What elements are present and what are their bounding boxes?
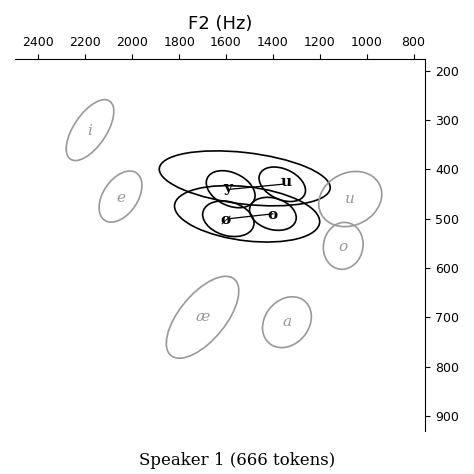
Text: e: e [116,191,125,205]
Text: o: o [338,240,348,255]
Text: Speaker 1 (666 tokens): Speaker 1 (666 tokens) [139,452,335,469]
Text: u: u [346,192,355,206]
X-axis label: F2 (Hz): F2 (Hz) [188,15,252,33]
Text: u: u [280,175,292,189]
Text: o: o [268,208,278,222]
Text: i: i [88,124,92,138]
Text: y: y [223,181,232,195]
Text: ø: ø [221,213,231,227]
Text: æ: æ [195,310,210,324]
Text: a: a [283,315,292,329]
